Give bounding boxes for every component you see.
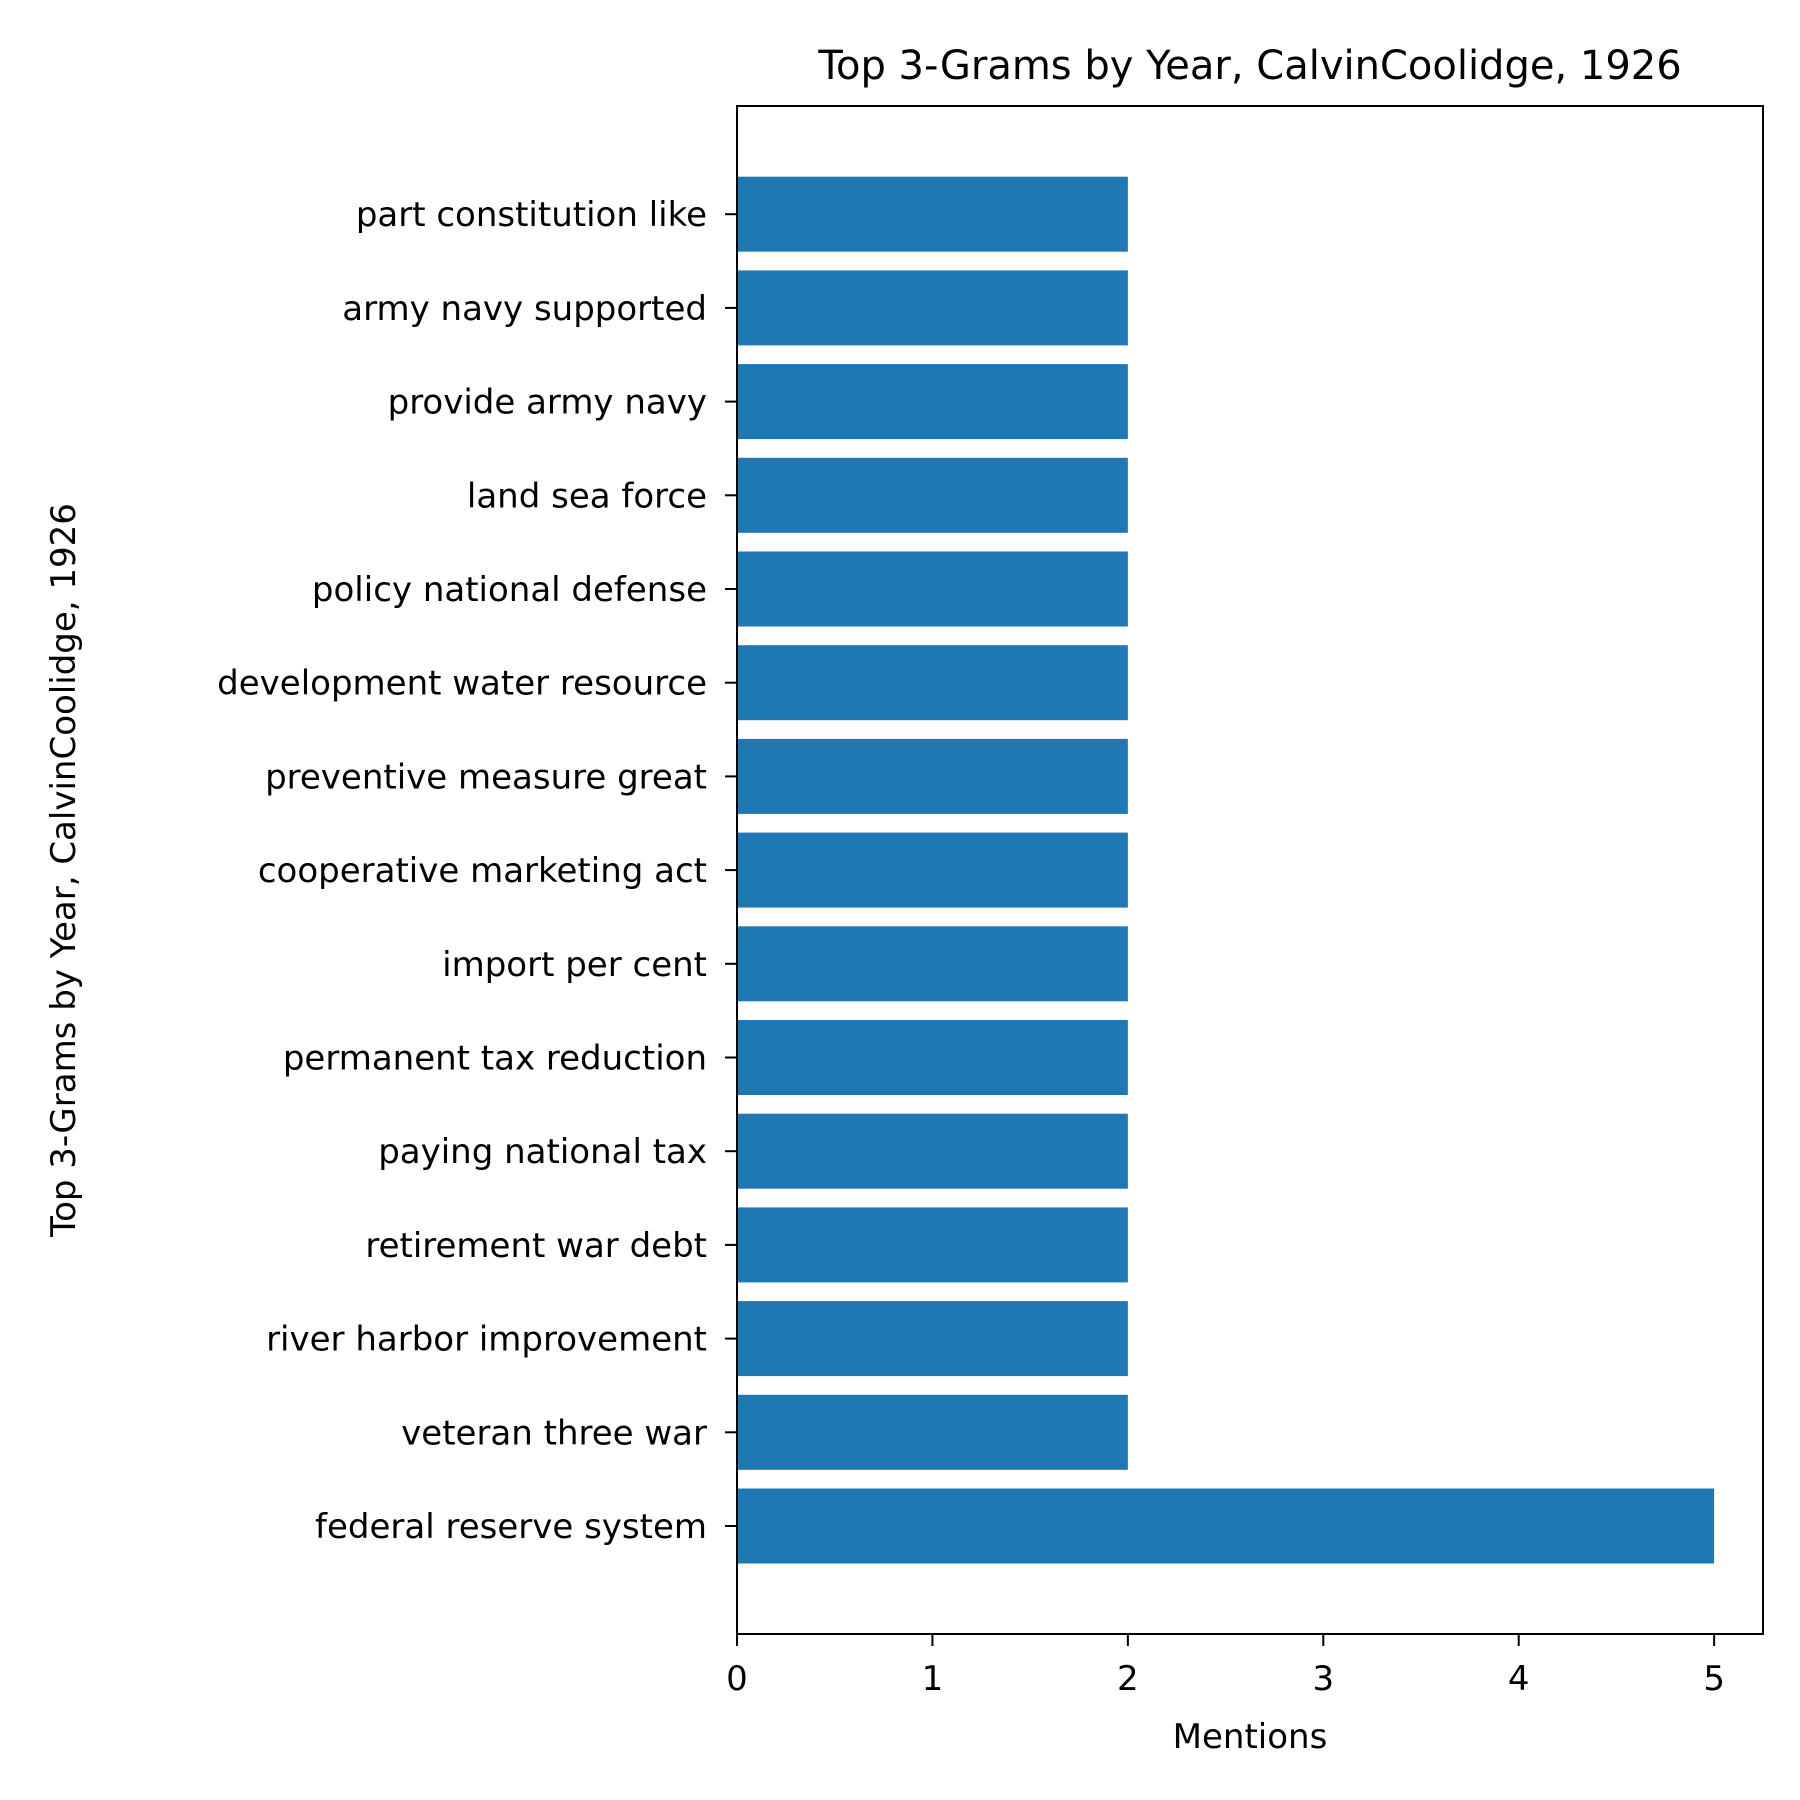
x-tick-label: 3 xyxy=(1312,1659,1334,1699)
y-tick-label: retirement war debt xyxy=(365,1226,707,1266)
bar-retirement-war-debt xyxy=(737,1207,1128,1283)
y-tick-label: import per cent xyxy=(442,945,707,985)
y-tick-label: provide army navy xyxy=(388,383,707,423)
bar-permanent-tax-reduction xyxy=(737,1020,1128,1095)
bar-development-water-resource xyxy=(737,645,1128,721)
bar-cooperative-marketing-act xyxy=(737,832,1128,908)
bar-paying-national-tax xyxy=(737,1113,1128,1189)
x-tick-label: 1 xyxy=(922,1659,944,1699)
x-axis-label: Mentions xyxy=(1173,1717,1328,1757)
x-tick-label: 0 xyxy=(726,1659,748,1699)
bar-veteran-three-war xyxy=(737,1394,1128,1470)
y-tick-label: cooperative marketing act xyxy=(258,851,707,891)
y-tick-label: permanent tax reduction xyxy=(283,1039,707,1079)
bar-import-per-cent xyxy=(737,926,1128,1002)
bar-part-constitution-like xyxy=(737,176,1128,252)
bar-preventive-measure-great xyxy=(737,738,1128,814)
y-tick-label: land sea force xyxy=(467,476,707,516)
y-tick-label: policy national defense xyxy=(312,570,707,610)
bar-federal-reserve-system xyxy=(737,1488,1715,1564)
bar-provide-army-navy xyxy=(737,364,1128,440)
y-tick-label: army navy supported xyxy=(342,289,707,329)
x-tick-label: 4 xyxy=(1508,1659,1530,1699)
y-axis-label: Top 3-Grams by Year, CalvinCoolidge, 192… xyxy=(44,503,84,1238)
bar-river-harbor-improvement xyxy=(737,1301,1128,1377)
bar-land-sea-force xyxy=(737,457,1128,533)
y-ticks-group: federal reserve system veteran three war r… xyxy=(217,195,737,1547)
y-tick-label: veteran three war xyxy=(401,1413,707,1453)
y-tick-label: federal reserve system xyxy=(315,1507,707,1547)
x-tick-label: 2 xyxy=(1117,1659,1139,1699)
y-tick-label: preventive measure great xyxy=(265,757,707,797)
y-tick-label: paying national tax xyxy=(378,1132,707,1172)
y-tick-label: development water resource xyxy=(217,664,707,704)
bar-army-navy-supported xyxy=(737,270,1128,346)
bars-group xyxy=(737,176,1715,1564)
y-tick-label: part constitution like xyxy=(356,195,707,235)
bar-policy-national-defense xyxy=(737,551,1128,627)
y-tick-label: river harbor improvement xyxy=(266,1320,707,1360)
chart-title: Top 3-Grams by Year, CalvinCoolidge, 192… xyxy=(817,43,1681,89)
x-tick-label: 5 xyxy=(1703,1659,1725,1699)
x-ticks-group: 0 1 2 3 4 5 xyxy=(726,1634,1725,1699)
plot-area-frame xyxy=(736,105,1764,1635)
